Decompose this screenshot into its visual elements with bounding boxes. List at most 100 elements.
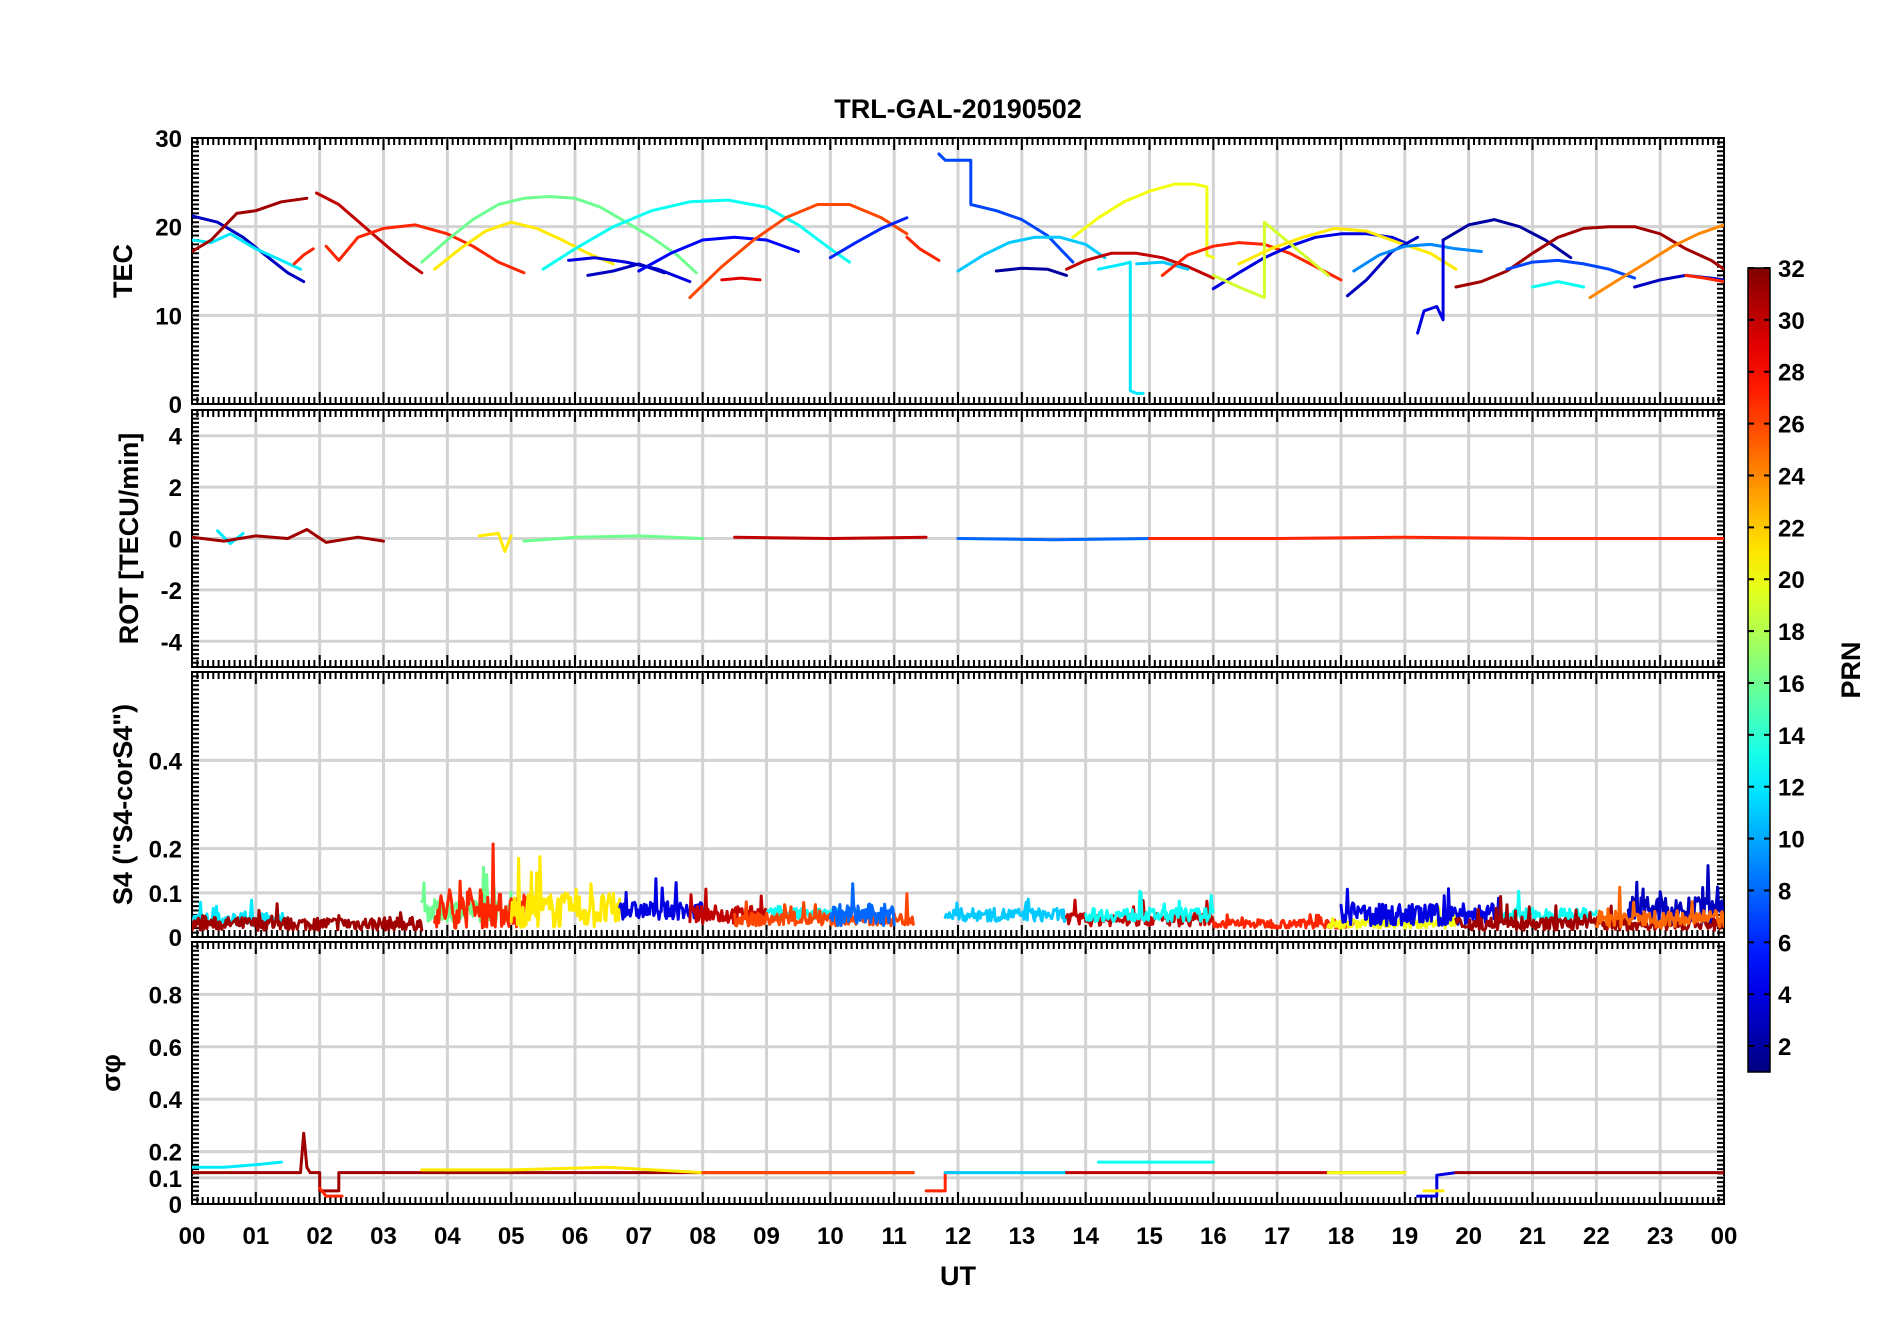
x-tick-label: 09 <box>753 1223 780 1250</box>
x-tick-label: 22 <box>1583 1223 1610 1250</box>
y-tick-label: -2 <box>161 578 182 605</box>
series-prn-11 <box>956 235 1107 273</box>
colorbar-tick-label: 32 <box>1778 256 1805 283</box>
x-tick-label: 23 <box>1647 1223 1674 1250</box>
panel-s4: 0 0.1 0.2 0.4 S4 ("S4-corS4") <box>108 671 1725 952</box>
series-prn-31 <box>192 528 385 544</box>
band-prn-11 <box>943 897 1068 923</box>
panel-rot: -4 -2 0 2 4 ROT [TECU/min] <box>114 409 1725 668</box>
x-tick-label: 02 <box>306 1223 333 1250</box>
colorbar-tick-label: 4 <box>1778 982 1792 1009</box>
band-prn-25 <box>1594 885 1724 930</box>
colorbar-tick-label: 22 <box>1778 515 1805 542</box>
series-prn-4 <box>1416 238 1445 335</box>
y-tick-label: 0 <box>169 1192 182 1219</box>
series-prn-26 <box>688 203 909 300</box>
y-tick-label: 0.1 <box>149 881 182 908</box>
series-prn-21 <box>1237 226 1458 271</box>
series-prn-3 <box>586 262 666 277</box>
band-prn-8 <box>828 882 896 927</box>
colorbar-tick-label: 26 <box>1778 412 1805 439</box>
panel-sigma_phi-data <box>192 1131 1724 1198</box>
series-prn-9 <box>1352 242 1483 273</box>
x-tick-label: 11 <box>881 1223 906 1250</box>
panel-tec-data <box>192 152 1724 395</box>
series-prn-31 <box>1454 225 1724 289</box>
series-prn-3 <box>1345 235 1420 298</box>
series-prn-30 <box>315 191 424 275</box>
band-prn-13 <box>1084 889 1215 923</box>
y-tick-label: -4 <box>161 629 183 656</box>
x-tick-label: 01 <box>242 1223 269 1250</box>
y-axis-label: σφ <box>96 1054 126 1092</box>
y-axis-label: ROT [TECU/min] <box>114 433 144 644</box>
series-prn-16 <box>522 534 705 543</box>
y-tick-label: 0.6 <box>149 1035 182 1062</box>
series-prn-11 <box>1135 260 1190 271</box>
panel-rot-data <box>192 528 1724 553</box>
series-prn-21 <box>420 1165 705 1175</box>
panel-ticks <box>191 671 1725 938</box>
y-tick-label: 0.4 <box>149 1087 183 1114</box>
x-tick-label: 14 <box>1072 1223 1099 1250</box>
colorbar-label: PRN <box>1836 641 1866 698</box>
x-tick-label: 20 <box>1455 1223 1482 1250</box>
y-tick-label: 0.2 <box>149 837 182 864</box>
series-prn-13 <box>1531 280 1586 289</box>
band-prn-31 <box>192 902 424 932</box>
series-prn-20 <box>1071 182 1215 260</box>
y-tick-label: 0 <box>169 925 182 952</box>
series-prn-16 <box>420 195 698 275</box>
series-prn-29 <box>720 276 762 282</box>
series-prn-30 <box>1065 251 1215 280</box>
y-tick-label: 0 <box>169 527 182 554</box>
x-tick-label: 04 <box>434 1223 461 1250</box>
panel-ticks <box>191 941 1725 1205</box>
series-prn-21 <box>477 531 513 553</box>
colorbar-tick-label: 16 <box>1778 671 1805 698</box>
x-tick-label: 15 <box>1136 1223 1163 1250</box>
series-prn-12 <box>192 1160 283 1169</box>
colorbar-tick-label: 28 <box>1778 360 1805 387</box>
x-tick-label: 03 <box>370 1223 397 1250</box>
series-prn-27 <box>318 1186 344 1198</box>
y-tick-label: 30 <box>155 126 182 153</box>
series-prn-12 <box>216 529 245 546</box>
series-prn-27 <box>1684 273 1724 284</box>
series-prn-8 <box>956 537 1151 542</box>
y-tick-label: 0.8 <box>149 982 182 1009</box>
x-tick-label: 06 <box>562 1223 589 1250</box>
series-prn-27 <box>324 223 526 275</box>
colorbar-tick-label: 14 <box>1778 723 1805 750</box>
series-prn-2 <box>994 266 1068 277</box>
series-prn-27 <box>1160 241 1343 282</box>
colorbar-tick-label: 12 <box>1778 775 1805 802</box>
y-tick-label: 4 <box>169 424 183 451</box>
series-prn-27 <box>292 247 315 266</box>
x-tick-label: 07 <box>625 1223 652 1250</box>
y-tick-label: 0.1 <box>149 1166 182 1193</box>
y-tick-label: 0.4 <box>149 748 183 775</box>
band-prn-21 <box>509 855 622 929</box>
colorbar-tick-label: 24 <box>1778 463 1805 490</box>
panel-ticks <box>191 409 1725 668</box>
series-prn-24 <box>1588 223 1724 300</box>
colorbar-tick-label: 30 <box>1778 308 1805 335</box>
colorbar-bar <box>1747 267 1771 1073</box>
x-tick-label: 00 <box>179 1223 206 1250</box>
y-tick-label: 0 <box>169 392 182 419</box>
colorbar-tick-label: 18 <box>1778 619 1805 646</box>
series-prn-31 <box>192 1131 915 1193</box>
series-prn-6 <box>828 216 909 260</box>
series-prn-27 <box>905 235 941 262</box>
panel-s4-data <box>192 842 1724 932</box>
panel-sigma_phi: 00.10.2 0.4 0.6 0.8 σφ <box>96 941 1725 1219</box>
series-prn-21 <box>433 220 615 271</box>
series-prn-30 <box>733 535 928 540</box>
series-prn-4 <box>1416 1171 1458 1198</box>
x-tick-label: 17 <box>1264 1223 1291 1250</box>
series-prn-5 <box>637 235 800 273</box>
colorbar-tick-label: 2 <box>1778 1034 1791 1061</box>
